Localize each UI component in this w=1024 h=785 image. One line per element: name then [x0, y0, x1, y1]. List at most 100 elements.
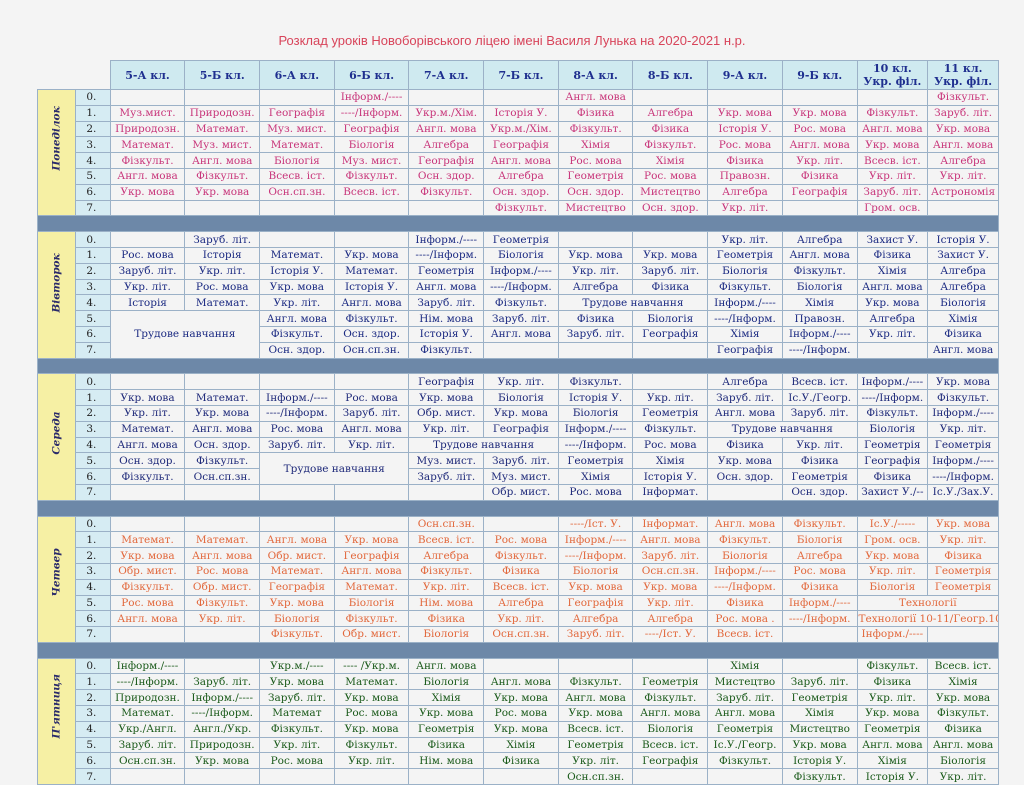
lesson-cell [557, 657, 634, 675]
lesson-cell: Фізкульт. [856, 104, 929, 122]
lesson-cell [109, 768, 186, 785]
table-row: 1. Рос. мова Історія Математ. Укр. мова ----/… [38, 246, 999, 264]
lesson-cell [483, 768, 559, 785]
lesson-cell: Укр. літ. [856, 562, 929, 580]
lesson-cell: Історія У. [557, 389, 634, 406]
lesson-cell: Мистецтво [557, 199, 634, 217]
lesson-number: 2. [75, 262, 111, 280]
lesson-cell: Біологія [632, 310, 709, 327]
lesson-cell: Математ. [109, 420, 186, 438]
lesson-cell: Осн. здор. [259, 341, 335, 359]
lesson-cell: Укр. мова [856, 547, 929, 564]
lesson-cell: Фізика [707, 152, 783, 169]
lesson-cell: Укр. літ. [557, 752, 634, 770]
lesson-number: 3. [75, 705, 111, 722]
table-row: 1. ----/Інформ. Заруб. літ. Укр. мова Матема… [38, 673, 999, 691]
lesson-cell: Укр. мова [109, 389, 186, 406]
lesson-cell: Обр. мист. [408, 404, 485, 422]
lesson-cell: Фізкульт. [707, 752, 783, 770]
lesson-cell: Історія У. [632, 468, 709, 485]
lesson-cell [781, 199, 858, 217]
lesson-number: 3. [75, 420, 111, 438]
class-header: 9-Б кл. [781, 60, 858, 90]
lesson-cell: Геометрія [781, 689, 858, 707]
lesson-cell: Природозн. [184, 736, 261, 754]
lesson-cell: Англ. мова [109, 167, 186, 185]
lesson-cell: Англ. мова [109, 610, 186, 628]
table-row: Середа 0. Географія Укр. літ. Фізкульт. Алгеб… [36, 373, 999, 501]
lesson-cell: Заруб. літ. [408, 468, 485, 485]
table-row: 6. Укр. мова Укр. мова Осн.сп.зн. Всесв. іст… [38, 183, 999, 201]
lesson-cell: ----/Інформ. [483, 278, 559, 296]
lesson-cell: Англ. мова [259, 531, 335, 549]
lesson-cell [483, 515, 559, 533]
lesson-cell: Укр. літ. [259, 294, 335, 312]
lesson-cell: Всесв. іст. [927, 657, 999, 675]
lesson-cell [109, 483, 186, 501]
lesson-cell: Укр.м./Хім. [483, 120, 559, 138]
class-header: 5-Б кл. [184, 60, 261, 90]
lesson-cell: Біологія [927, 294, 999, 312]
lesson-cell: Фізкульт. [184, 167, 261, 185]
lesson-cell [109, 515, 186, 533]
lesson-cell: Заруб. літ. [333, 404, 410, 422]
lesson-cell: Інформ./---- [557, 531, 634, 549]
lesson-cell: Заруб. літ. [557, 325, 634, 343]
lesson-cell: Всесв. іст. [259, 167, 335, 185]
lesson-cell: Укр. мова [333, 246, 410, 264]
lesson-number: 1. [75, 531, 111, 549]
lesson-number: 1. [75, 104, 111, 122]
lesson-number: 7. [75, 341, 111, 359]
lesson-cell: Математ. [109, 531, 186, 549]
lesson-number: 2. [75, 404, 111, 422]
lesson-cell: Укр. літ. [259, 736, 335, 754]
table-row: 3. Математ. Англ. мова Рос. мова Англ. мова У… [38, 420, 999, 438]
lesson-cell: ----/Інформ. [557, 436, 634, 454]
lesson-cell: Англ. мова [109, 436, 186, 454]
lesson-cell: Математ. [333, 673, 410, 691]
lesson-cell: Англ. мова [632, 705, 709, 722]
lesson-cell [557, 231, 634, 248]
lesson-cell: Рос. мова [781, 562, 858, 580]
lesson-cell: Укр. мова [927, 689, 999, 707]
day-name: П'ятниця [50, 674, 63, 740]
lesson-cell: Фізика [856, 468, 929, 485]
lesson-cell: Фізкульт. [408, 183, 485, 201]
lesson-cell: Алгебра [408, 547, 485, 564]
lesson-cell: Фізика [781, 167, 858, 185]
lesson-cell: Укр. мова [333, 720, 410, 738]
lesson-cell: Біологія [483, 246, 559, 264]
lesson-cell: ----/Інформ. [707, 578, 783, 596]
lesson-cell: Рос. мова [707, 136, 783, 154]
table-row: 5. Трудове навчання Англ. мова Фізкульт. Нім… [38, 310, 999, 359]
lesson-cell: Обр. мист. [184, 578, 261, 596]
lesson-cell: Біологія [557, 562, 634, 580]
lesson-cell: Фізика [707, 594, 783, 612]
lesson-cell: Укр. літ. [707, 199, 783, 217]
lesson-cell: Хімія [927, 310, 999, 327]
lesson-cell: Географія [333, 547, 410, 564]
lesson-cell: Історія У. [781, 752, 858, 770]
lesson-cell: Інформ./---- [781, 325, 858, 343]
lesson-cell: Геометрія [927, 562, 999, 580]
lesson-cell: Біологія [781, 278, 858, 296]
lesson-cell: Геометрія [408, 720, 485, 738]
corner-cell [75, 60, 111, 90]
lesson-cell: Укр. мова [259, 594, 335, 612]
lesson-number: 0. [75, 373, 111, 391]
lesson-cell: Фізкульт. [856, 657, 929, 675]
lesson-cell [483, 341, 559, 359]
lesson-number: 0. [75, 515, 111, 533]
lesson-cell [781, 626, 858, 643]
lesson-cell: Фізкульт. [781, 262, 858, 280]
lesson-number: 4. [75, 720, 111, 738]
lesson-cell: ----/Інформ. [408, 246, 485, 264]
lesson-cell [184, 515, 261, 533]
lesson-cell: Географія [408, 152, 485, 169]
lesson-cell: Правозн. [781, 310, 858, 327]
lesson-number: 4. [75, 578, 111, 596]
lesson-cell [259, 515, 335, 533]
lesson-cell: Укр. мова [109, 183, 186, 201]
lesson-cell: Осн.сп.зн. [557, 768, 634, 785]
lesson-cell: Інформ./---- [109, 657, 186, 675]
